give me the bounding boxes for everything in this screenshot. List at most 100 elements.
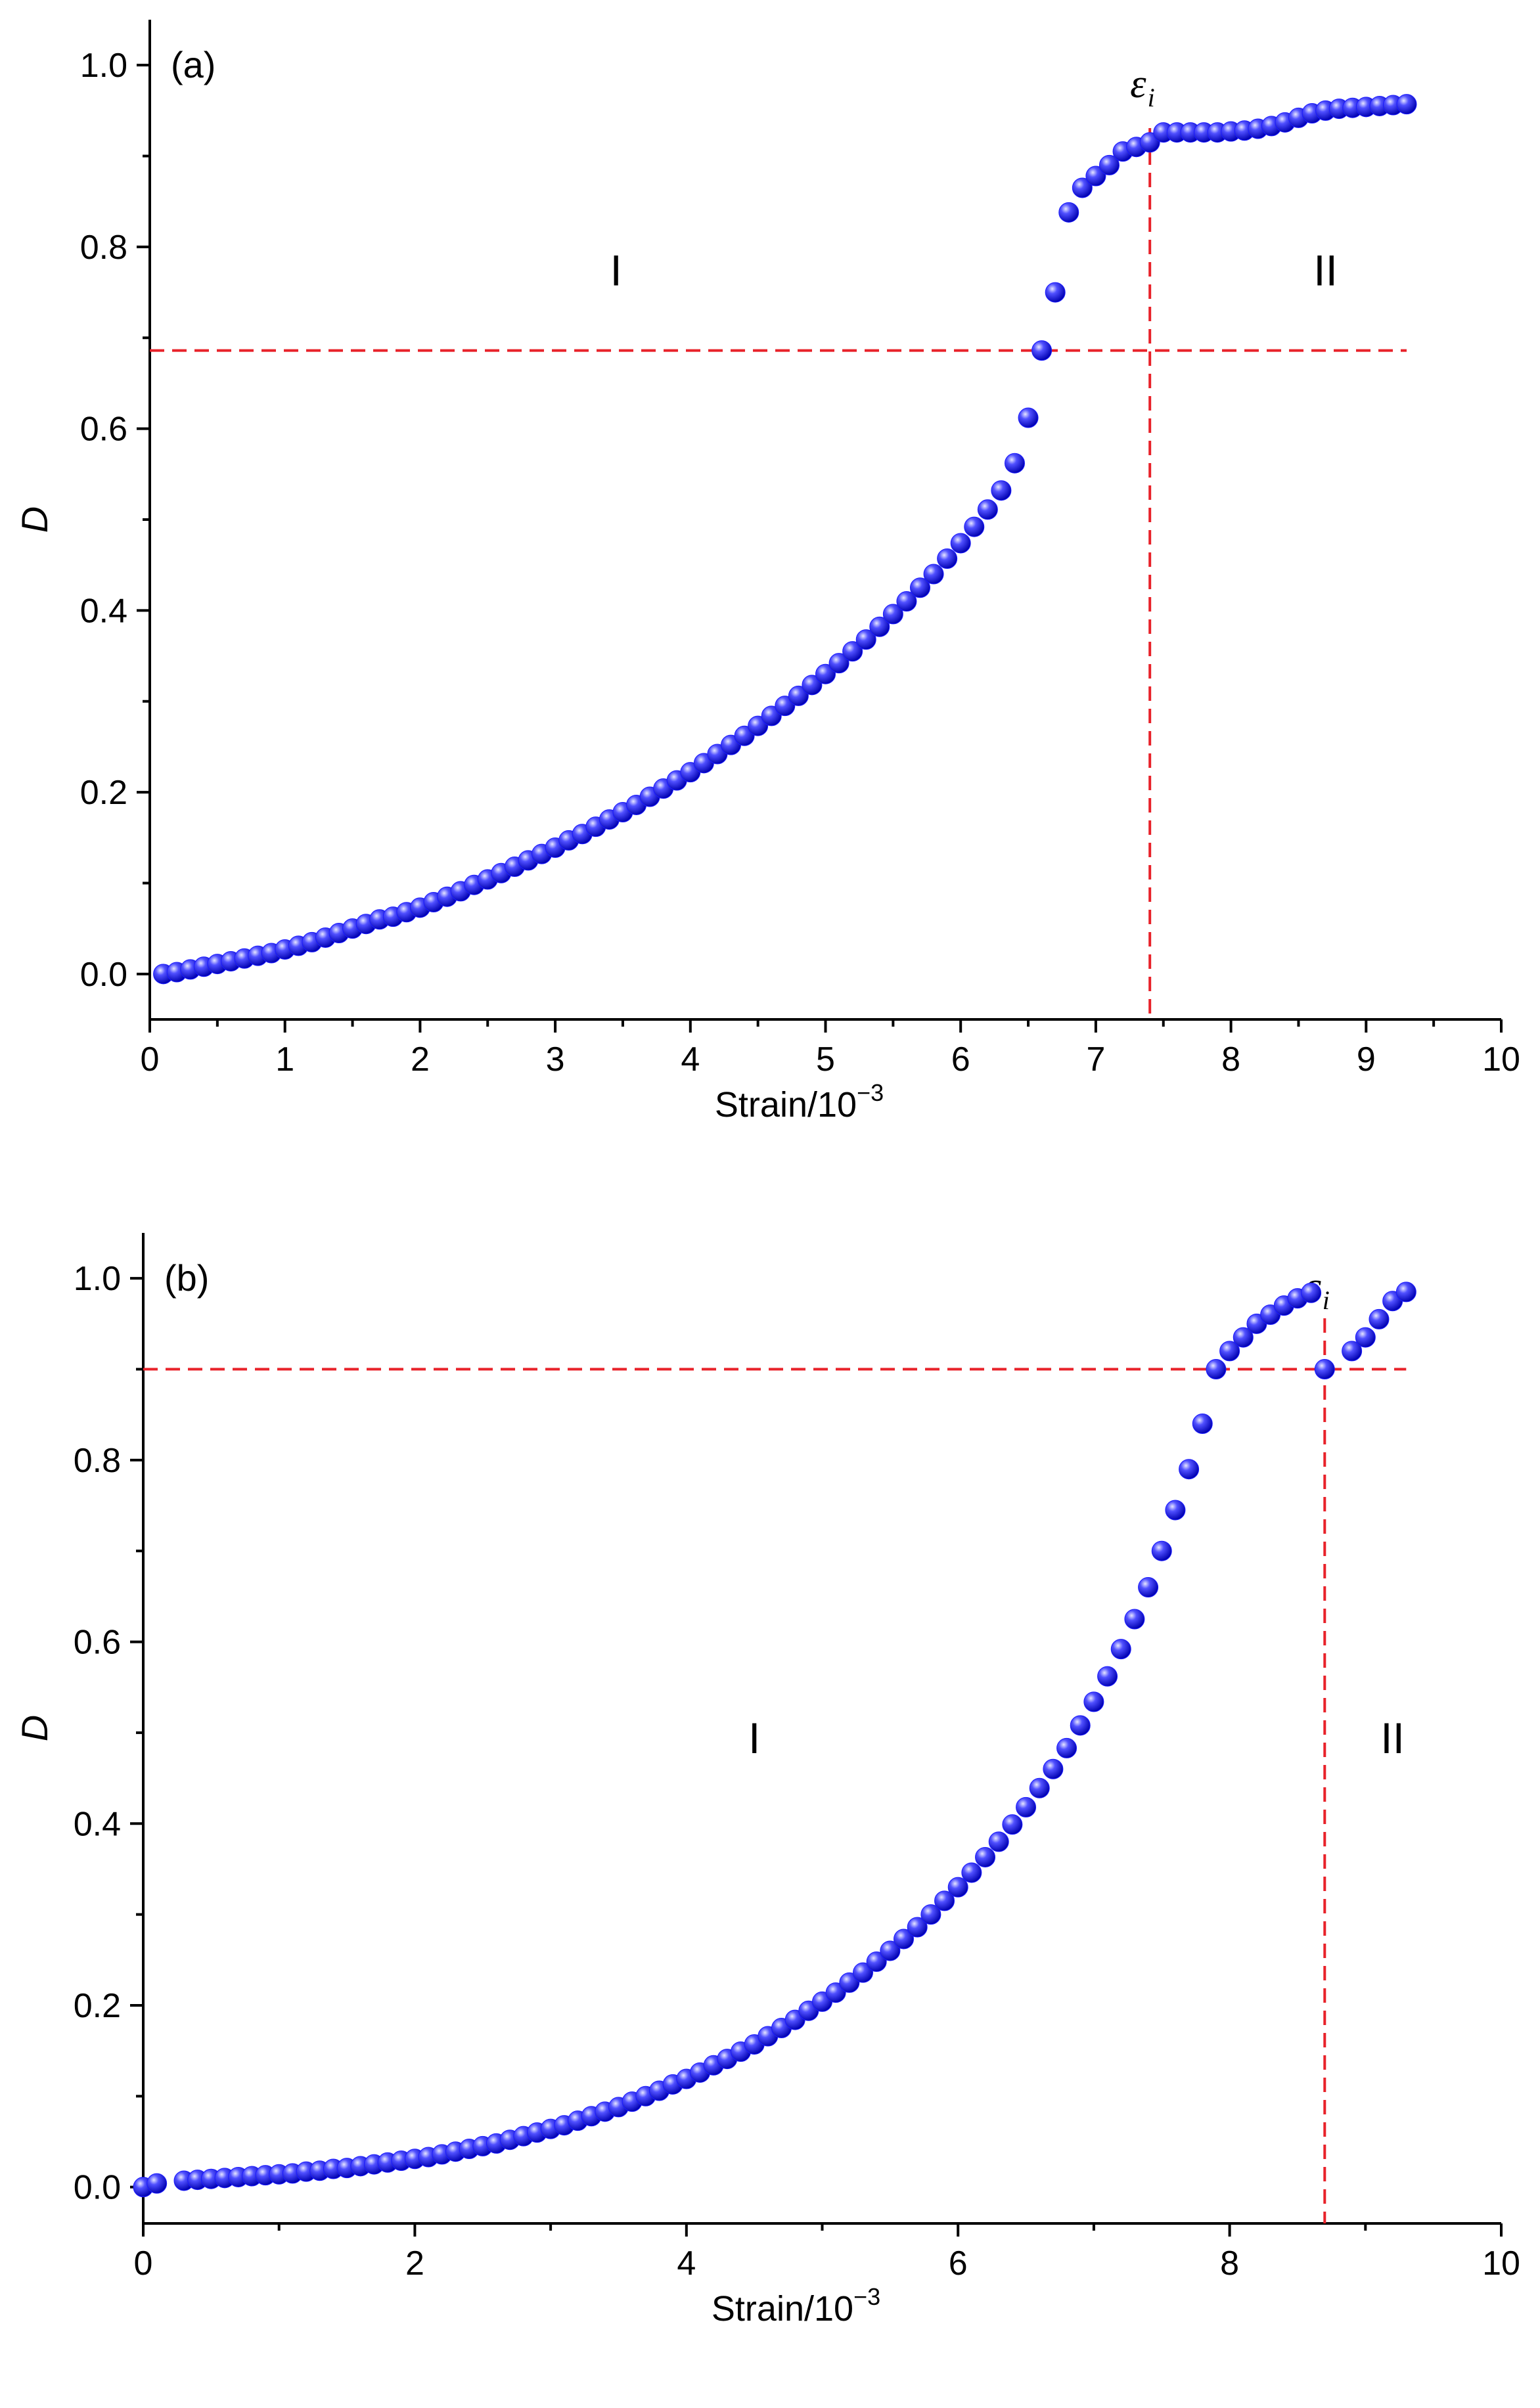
data-point: [1396, 94, 1417, 115]
region-label: I: [610, 246, 622, 295]
data-point: [934, 1890, 955, 1911]
data-point: [1151, 1540, 1172, 1561]
data-point: [1301, 1282, 1322, 1303]
data-point: [964, 516, 985, 537]
x-axis-title: Strain/10−3: [715, 1079, 884, 1125]
data-point: [937, 548, 958, 569]
data-point: [866, 1951, 887, 1973]
data-point: [147, 2173, 168, 2194]
region-label: II: [1313, 246, 1338, 295]
data-point: [1045, 282, 1066, 303]
data-point: [815, 663, 836, 684]
y-tick-label: 0.6: [80, 411, 127, 449]
data-point: [1058, 202, 1079, 223]
threshold-symbol: ε: [1130, 62, 1146, 106]
panel-a: 0 1 2 3 4 5 6 7 8 9 10 0.0 0.2 0.4 0.6 0.8 1.0 Strain/10−…: [14, 20, 1520, 1125]
data-point: [1342, 1341, 1363, 1362]
y-tick-label: 0.8: [74, 1442, 121, 1480]
data-point: [1138, 1577, 1159, 1598]
x-axis-title-text: Strain/10: [715, 1085, 857, 1125]
data-point: [802, 675, 823, 696]
x-axis-title-exponent: −3: [853, 2283, 880, 2310]
data-point: [923, 564, 944, 585]
data-point: [907, 1917, 928, 1938]
x-tick-label: 2: [411, 1040, 430, 1079]
data-point: [853, 1962, 874, 1983]
threshold-subscript: i: [1148, 83, 1155, 112]
y-axis-title: D: [14, 506, 55, 533]
data-point: [1179, 1459, 1200, 1480]
data-point: [1029, 1777, 1050, 1798]
x-axis-title-text: Strain/10: [712, 2289, 853, 2329]
x-tick-label: 6: [949, 2244, 968, 2283]
panel-label: (b): [164, 1257, 209, 1299]
data-point: [1072, 177, 1093, 198]
x-axis-title-exponent: −3: [857, 1079, 884, 1106]
x-tick-label: 10: [1482, 2244, 1520, 2283]
data-point: [1043, 1758, 1064, 1779]
data-point: [855, 629, 876, 650]
data-point: [1395, 1282, 1416, 1303]
x-tick-label: 8: [1220, 2244, 1239, 2283]
x-tick-label: 0: [134, 2244, 153, 2283]
x-tick-label: 4: [677, 2244, 696, 2283]
data-point: [988, 1831, 1009, 1852]
y-tick-label: 0.4: [80, 592, 127, 630]
data-point: [1219, 1341, 1240, 1362]
data-point: [842, 641, 863, 662]
data-point: [1070, 1715, 1091, 1736]
data-point: [1083, 1691, 1104, 1712]
data-point: [1098, 154, 1120, 175]
data-point: [1031, 340, 1053, 361]
y-tick-label: 0.6: [74, 1624, 121, 1662]
x-tick-label: 0: [141, 1040, 160, 1079]
data-point: [1233, 1327, 1254, 1348]
y-tick-label: 0.0: [80, 956, 127, 994]
data-point: [950, 533, 971, 554]
data-point: [1165, 1500, 1186, 1521]
threshold-label: εi: [1130, 62, 1155, 112]
data-point: [1124, 1609, 1145, 1630]
data-point: [880, 1940, 901, 1961]
data-point: [1192, 1414, 1213, 1435]
y-tick-label: 0.4: [74, 1805, 121, 1843]
data-point: [1085, 166, 1106, 187]
x-tick-label: 3: [546, 1040, 565, 1079]
data-point: [947, 1877, 968, 1898]
panel-label: (a): [171, 44, 215, 85]
panel-b: 0 2 4 6 8 10 0.0 0.2 0.4 0.6 0.8 1.0 Strain/10−3 D (b)…: [14, 1233, 1520, 2329]
data-point: [1056, 1737, 1077, 1758]
data-point: [869, 616, 890, 637]
x-tick-label: 8: [1221, 1040, 1240, 1079]
y-tick-label: 0.0: [74, 2169, 121, 2207]
data-point: [1097, 1666, 1118, 1687]
x-tick-label: 1: [275, 1040, 294, 1079]
region-label: II: [1380, 1714, 1405, 1762]
data-point: [1018, 407, 1039, 428]
x-tick-label: 9: [1357, 1040, 1376, 1079]
data-point: [1206, 1359, 1227, 1380]
data-point: [920, 1904, 941, 1925]
y-tick-label: 1.0: [74, 1260, 121, 1298]
data-point: [1369, 1308, 1390, 1329]
x-tick-label: 2: [405, 2244, 424, 2283]
data-point: [1002, 1814, 1023, 1835]
threshold-subscript: i: [1323, 1285, 1330, 1315]
data-point: [991, 480, 1012, 501]
x-tick-label: 6: [951, 1040, 970, 1079]
data-point: [894, 1929, 915, 1950]
data-point: [1004, 453, 1025, 474]
data-point: [909, 577, 930, 598]
data-point: [788, 685, 809, 706]
data-point: [1314, 1359, 1335, 1380]
data-point: [1355, 1327, 1376, 1348]
x-axis-title: Strain/10−3: [712, 2283, 880, 2329]
data-point: [828, 653, 849, 674]
y-tick-label: 0.8: [80, 229, 127, 267]
x-tick-label: 5: [816, 1040, 835, 1079]
y-tick-label: 0.2: [80, 774, 127, 812]
data-point: [977, 499, 998, 520]
y-tick-label: 1.0: [80, 47, 127, 85]
x-tick-label: 10: [1482, 1040, 1520, 1079]
